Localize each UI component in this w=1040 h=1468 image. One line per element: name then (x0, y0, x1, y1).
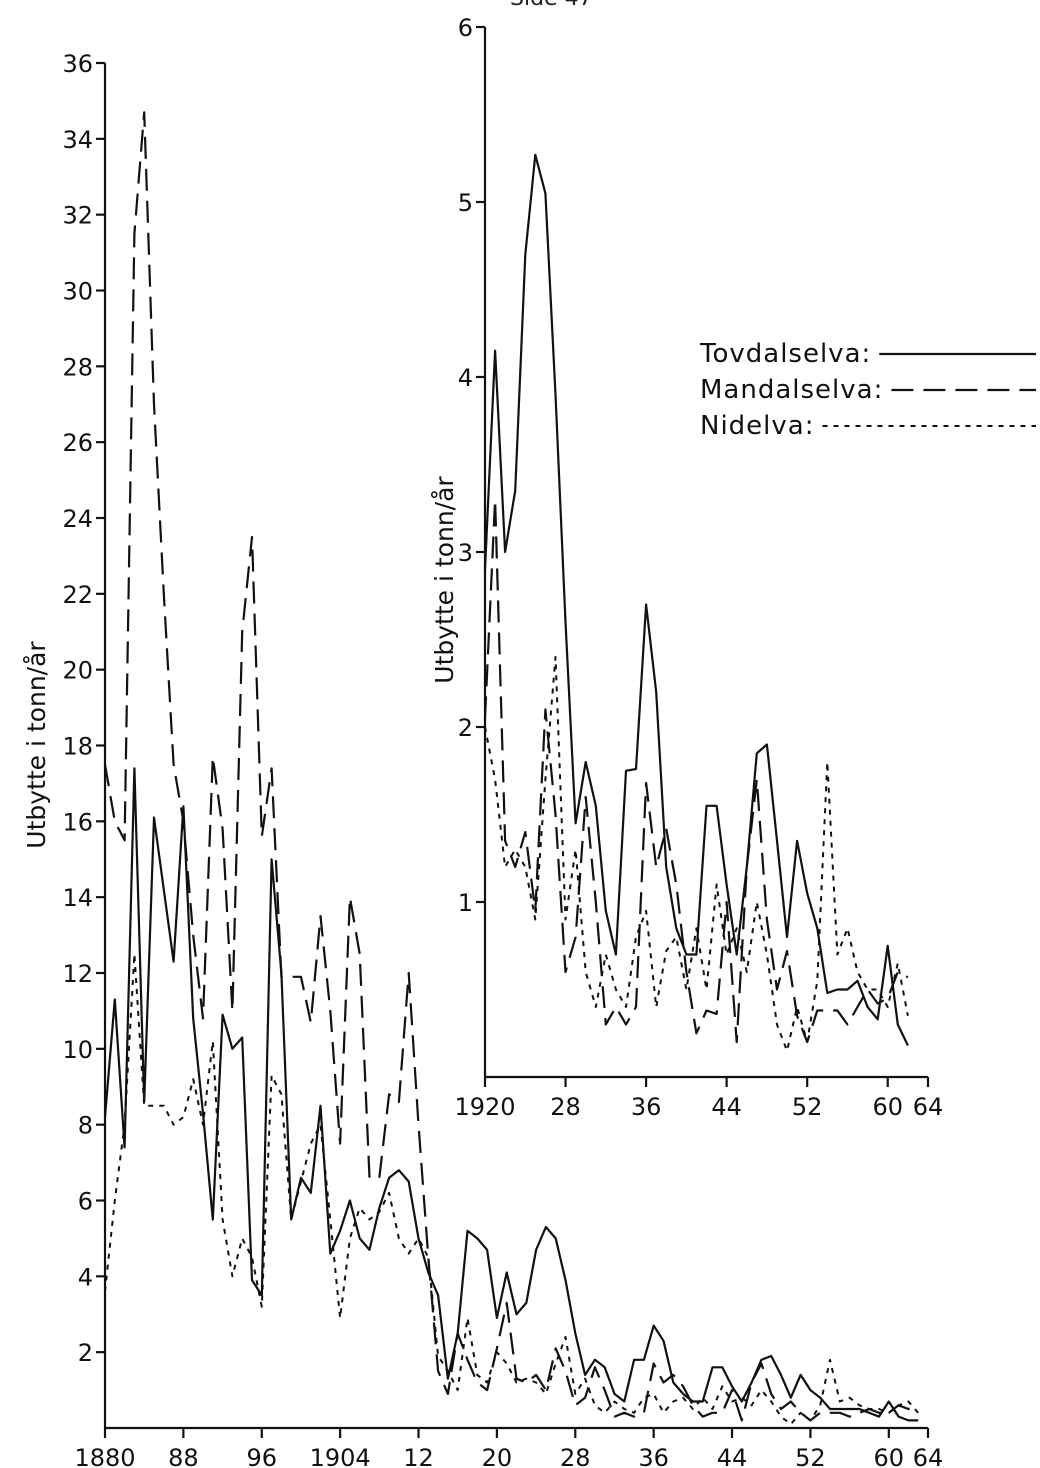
x-tick-label: 64 (913, 1444, 944, 1468)
y-axis-label: Utbytte i tonn/år (22, 641, 51, 849)
x-tick-label: 52 (792, 1093, 823, 1121)
x-tick-label: 12 (403, 1444, 434, 1468)
legend-label: Nidelva: (700, 411, 814, 441)
y-tick-label: 30 (62, 278, 93, 306)
x-tick-label: 1904 (310, 1444, 371, 1468)
x-tick-label: 1920 (454, 1093, 515, 1121)
x-tick-label: 1880 (74, 1444, 135, 1468)
inset-background (430, 15, 960, 1125)
x-tick-label: 52 (795, 1444, 826, 1468)
y-tick-label: 22 (62, 581, 93, 609)
y-tick-label: 10 (62, 1036, 93, 1064)
y-tick-label: 8 (78, 1112, 93, 1140)
x-tick-label: 88 (168, 1444, 199, 1468)
y-tick-label: 12 (62, 960, 93, 988)
legend-label: Mandalselva: (700, 375, 883, 405)
y-tick-label: 26 (62, 429, 93, 457)
y-tick-label: 24 (62, 505, 93, 533)
y-tick-label: 32 (62, 202, 93, 230)
x-tick-label: 44 (717, 1444, 748, 1468)
y-tick-label: 34 (62, 126, 93, 154)
series-line-tovdalselva (483, 153, 909, 1046)
y-tick-label: 36 (62, 50, 93, 78)
y-tick-label: 5 (458, 189, 473, 217)
y-axis-label: Utbytte i tonn/år (430, 476, 459, 684)
x-tick-label: 28 (550, 1093, 581, 1121)
series-line-nidelva (484, 656, 909, 1052)
x-tick-label: 36 (638, 1444, 669, 1468)
y-tick-label: 4 (458, 364, 473, 392)
y-tick-label: 6 (458, 14, 473, 42)
y-tick-label: 6 (78, 1188, 93, 1216)
series-line-tovdalselva (103, 767, 919, 1422)
x-tick-label: 28 (560, 1444, 591, 1468)
x-tick-label: 64 (913, 1093, 944, 1121)
series-line-mandalselva (103, 111, 919, 1422)
y-tick-label: 20 (62, 657, 93, 685)
y-tick-label: 2 (458, 714, 473, 742)
x-tick-label: 44 (711, 1093, 742, 1121)
series-line-mandalselva (483, 498, 909, 1044)
legend-label: Tovdalselva: (699, 339, 871, 369)
x-tick-label: 20 (482, 1444, 513, 1468)
y-tick-label: 18 (62, 733, 93, 761)
y-tick-label: 28 (62, 353, 93, 381)
y-tick-label: 4 (78, 1263, 93, 1291)
page-header-text: Side 47 (510, 0, 593, 11)
x-tick-label: 36 (631, 1093, 662, 1121)
x-tick-label: 96 (246, 1444, 277, 1468)
y-tick-label: 1 (458, 889, 473, 917)
inset-chart: 1 2 3 4 5 6 1920 28 36 44 52 60 64 Utbytte i tonn/år (430, 14, 960, 1125)
y-tick-label: 2 (78, 1339, 93, 1367)
y-tick-label: 16 (62, 808, 93, 836)
series-line-nidelva (104, 953, 919, 1426)
x-tick-label: 60 (874, 1444, 905, 1468)
legend: Tovdalselva: Mandalselva: Nidelva: (699, 339, 1036, 441)
y-tick-label: 3 (458, 539, 473, 567)
y-tick-label: 14 (62, 884, 93, 912)
x-tick-label: 60 (872, 1093, 903, 1121)
